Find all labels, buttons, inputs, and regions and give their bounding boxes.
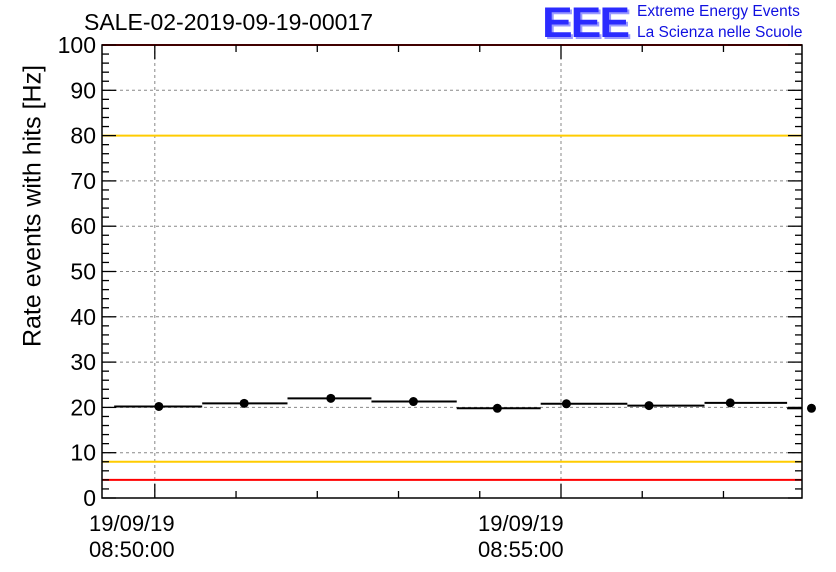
y-tick-label-100: 100 [58,32,96,58]
data-point-8 [725,398,735,408]
data-point-4 [408,397,418,407]
data-series [114,393,816,413]
axes [101,44,803,499]
data-point-7 [644,401,654,411]
logo-text-line1: Extreme Energy Events [637,3,800,20]
data-point-1 [154,401,164,411]
data-point-2 [239,398,249,408]
y-tick-label-80: 80 [70,123,96,149]
logo-text-line2: La Scienza nelle Scuole [637,24,803,41]
y-tick-label-10: 10 [70,440,96,466]
y-tick-label-20: 20 [70,394,96,420]
x-tick-label-1-date: 19/09/19 [89,511,175,536]
data-point-5 [492,403,502,413]
data-point-3 [326,393,336,403]
x-tick-label-2-time: 08:55:00 [478,537,564,562]
reference-lines [102,44,802,481]
y-tick-label-60: 60 [70,213,96,239]
y-tick-label-40: 40 [70,304,96,330]
data-point-9 [806,403,816,413]
y-tick-label-0: 0 [83,485,96,511]
grid-lines [102,45,802,498]
y-tick-label-90: 90 [70,77,96,103]
x-tick-label-1-time: 08:50:00 [89,537,175,562]
y-tick-label-30: 30 [70,349,96,375]
y-tick-label-70: 70 [70,168,96,194]
eee-logo: EEE [542,0,630,47]
x-tick-label-2: 19/09/19 08:55:00 [478,511,564,563]
data-point-6 [561,399,571,409]
x-tick-label-1: 19/09/19 08:50:00 [89,511,175,563]
chart-title: SALE-02-2019-09-19-00017 [84,9,373,35]
y-tick-label-50: 50 [70,259,96,285]
y-axis-label: Rate events with hits [Hz] [18,64,47,348]
x-tick-label-2-date: 19/09/19 [478,511,564,536]
y-tick-labels: 0 10 20 30 40 50 60 70 80 90 100 [58,32,96,511]
